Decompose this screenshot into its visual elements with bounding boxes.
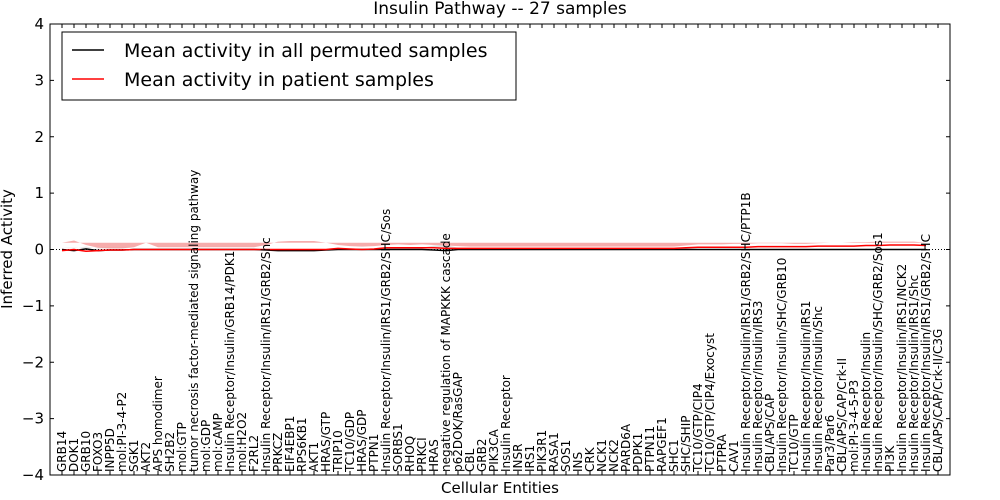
x-tick-label: PI3K [883, 445, 897, 472]
x-axis-label: Cellular Entities [441, 479, 559, 497]
x-tick-label: PRKCI [415, 437, 429, 472]
x-tick-label: DOK1 [67, 438, 81, 472]
y-tick-label: 3 [34, 71, 44, 89]
x-tick-label: RAPGEF1 [655, 417, 669, 472]
x-tick-label: Insulin Receptor/Insulin/IRS1/GRB2/Shc [259, 237, 273, 472]
legend-label-permuted: Mean activity in all permuted samples [124, 40, 487, 62]
x-tick-label: SOS1 [559, 440, 573, 472]
x-tick-label: Insulin Receptor/Insulin/IRS1/NCK2 [895, 264, 909, 472]
x-tick-label: AKT1 [307, 442, 321, 472]
legend: Mean activity in all permuted samples Me… [61, 31, 517, 101]
x-tick-label: mol:H2O2 [235, 412, 249, 472]
x-tick-label: Insulin Receptor/Insulin/IRS1/GRB2/SHC/S… [379, 209, 393, 472]
x-tick-label: CBL/APS/CAP/Crk-II/C3G [931, 329, 945, 472]
x-tick-label: mol:GTP [175, 422, 189, 472]
x-tick-label: PIK3CA [487, 428, 501, 472]
x-tick-label: PIK3R1 [535, 430, 549, 472]
x-tick-label: Insulin Receptor/Insulin/IRS1/GRB2/SHC [919, 234, 933, 472]
x-tick-label: TC10/GTP/CIP4/Exocyst [703, 333, 717, 473]
x-tick-label: mol:PI-3-4-5-P3 [847, 380, 861, 472]
x-tick-label: p62DOK/RasGAP [451, 372, 465, 472]
x-tick-label: tumor necrosis factor-mediated signaling… [187, 170, 201, 472]
x-tick-label: SORBS1 [391, 423, 405, 472]
y-tick-label: −2 [22, 353, 44, 371]
x-tick-label: SHC/SHIP [679, 416, 693, 472]
y-tick-label: 0 [34, 241, 44, 259]
y-tick-label: −1 [22, 297, 44, 315]
series-lines [61, 244, 927, 252]
x-tick-label: SHC1 [667, 439, 681, 472]
x-tick-label: negative regulation of MAPKKK cascade [439, 233, 453, 472]
x-tick-label: HRAS/GDP [355, 409, 369, 472]
x-tick-label: AKT2 [139, 442, 153, 472]
y-axis-ticks: −4 −3 −2 −1 0 1 2 3 4 [22, 15, 950, 484]
x-tick-label: Insulin Receptor [499, 375, 513, 472]
band-series-1 [62, 240, 926, 249]
y-tick-label: −3 [22, 410, 44, 428]
x-tick-label: HRAS [427, 439, 441, 472]
legend-label-patient: Mean activity in patient samples [124, 69, 434, 91]
x-tick-label: mol:cAMP [211, 413, 225, 472]
y-tick-label: 2 [34, 128, 44, 146]
x-tick-label: FOXO3 [91, 432, 105, 472]
x-tick-label: SGK1 [127, 440, 141, 472]
x-tick-label: mol:GDP [199, 420, 213, 472]
x-tick-label: F2RL2 [247, 435, 261, 472]
x-tick-label: Insulin Receptor/Insulin/IRS1 [799, 301, 813, 472]
x-tick-label: PARD6A [619, 423, 633, 472]
x-tick-label: TC10/GDP [343, 412, 357, 473]
x-tick-label: CBL/APS/CAP/Crk-II [835, 358, 849, 472]
x-tick-label: Insulin Receptor/Insulin/IRS3 [751, 301, 765, 472]
x-tick-label: CRK [583, 446, 597, 472]
x-tick-label: Par3/Par6 [823, 415, 837, 472]
chart-title: Insulin Pathway -- 27 samples [373, 0, 627, 19]
confidence-bands [62, 240, 926, 249]
x-tick-label: RPS6KB1 [295, 417, 309, 472]
x-tick-label: EIF4EBP1 [283, 416, 297, 472]
x-tick-label: Insulin Receptor/Insulin/SHC/GRB2/Sos1 [871, 232, 885, 472]
legend-box [61, 31, 517, 101]
x-tick-label: INPP5D [103, 428, 117, 472]
x-tick-label: Insulin Receptor/Insulin/SHC/GRB10 [775, 258, 789, 472]
x-tick-label: GRB2 [475, 438, 489, 472]
x-tick-label: CAV1 [727, 440, 741, 472]
x-tick-label: PDPK1 [631, 433, 645, 472]
line-series-1 [61, 244, 927, 252]
x-tick-label: TC10/GTP [787, 414, 801, 473]
x-tick-label: PRKCZ [271, 433, 285, 472]
y-tick-label: −4 [22, 466, 44, 484]
x-tick-label: Insulin Receptor/Insulin [859, 332, 873, 472]
y-tick-label: 4 [34, 15, 44, 33]
x-tick-label: Insulin Receptor/Insulin/GRB14/PDK1 [223, 251, 237, 472]
x-tick-label: HRAS/GTP [319, 412, 333, 472]
x-tick-label: PTPN11 [643, 426, 657, 472]
x-tick-label: TC10/GTP/CIP4 [691, 383, 705, 473]
x-tick-label: INS [571, 452, 585, 472]
x-tick-label: RASA1 [547, 432, 561, 472]
x-tick-label: CBL/APS/CAP [763, 394, 777, 472]
x-tick-label: Insulin Receptor/Insulin/IRS1/GRB2/SHC/P… [739, 192, 753, 472]
y-tick-label: 1 [34, 184, 44, 202]
x-tick-label: Insulin Receptor/Insulin/Shc [811, 306, 825, 472]
x-tick-label: APS homodimer [151, 376, 165, 472]
x-tick-label: PTPN1 [367, 434, 381, 472]
x-tick-label: CBL [463, 448, 477, 472]
x-tick-label: NCK1 [595, 439, 609, 472]
x-tick-label: IRS1 [523, 445, 537, 472]
x-tick-label: TRIP10 [331, 430, 345, 473]
x-tick-label: PTPRA [715, 433, 729, 472]
x-tick-label: SH2B2 [163, 432, 177, 472]
x-tick-label: GRB14 [55, 431, 69, 472]
x-tick-label: GRB10 [79, 431, 93, 472]
x-axis-ticks: GRB14DOK1GRB10FOXO3INPP5Dmol:PI-3-4-P2SG… [55, 24, 945, 475]
x-tick-label: RHOQ [403, 436, 417, 472]
y-axis-label: Inferred Activity [0, 189, 16, 309]
x-tick-label: INSR [511, 444, 525, 472]
x-tick-label: Insulin Receptor/Insulin/IRS1/Shc [907, 275, 921, 472]
x-tick-label: NCK2 [607, 439, 621, 472]
x-tick-label: mol:PI-3-4-P2 [115, 392, 129, 472]
